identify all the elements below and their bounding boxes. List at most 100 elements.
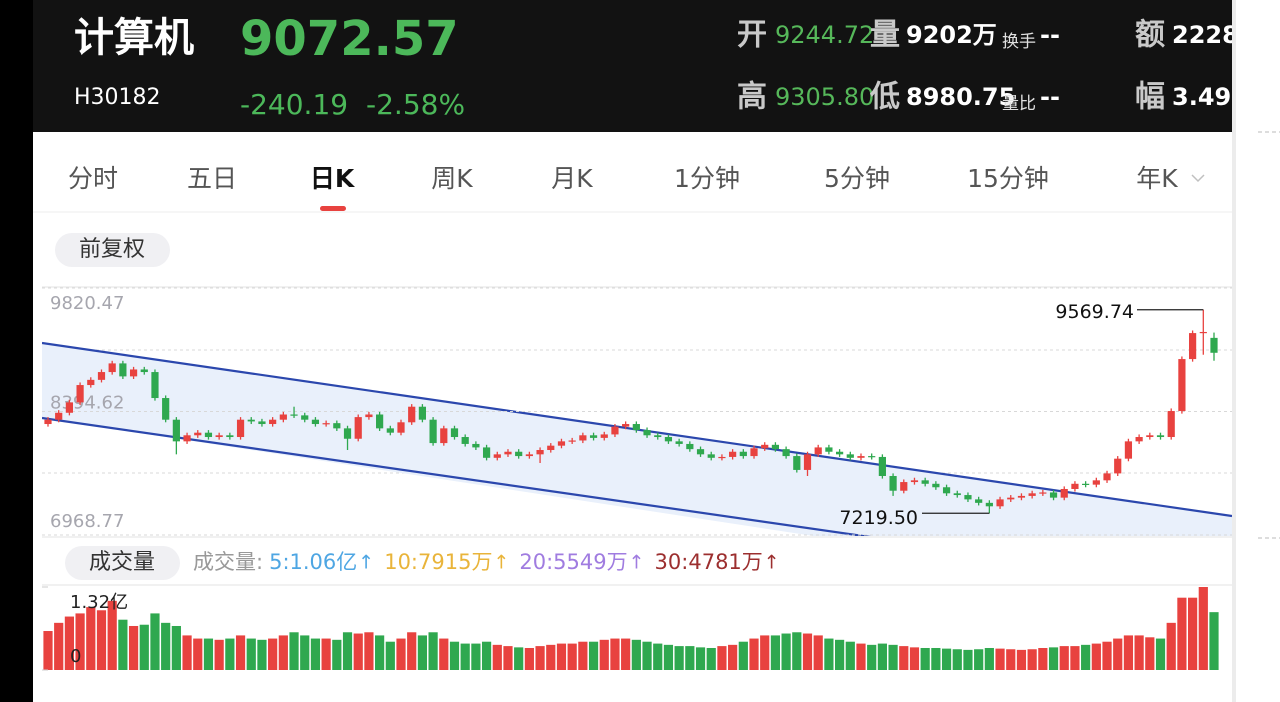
period-tab[interactable]: 15分钟 [967,164,1049,193]
candle-body [793,456,801,470]
volume-button[interactable] [65,546,180,580]
volume-bar [1102,641,1112,670]
volume-bar [64,616,74,670]
stat-label: 低 [869,80,900,115]
period-tab[interactable]: 5分钟 [824,164,890,193]
header-bg [33,0,1232,132]
stat-label: 幅 [1135,80,1165,115]
candle-body [739,451,747,457]
volume-bar [867,644,877,670]
volume-bar [1177,597,1187,670]
candle-body [910,480,919,483]
candle-body [44,419,52,425]
volume-bar [417,635,428,670]
candle-body [814,447,822,455]
volume-bar [824,638,834,670]
volume-bar [396,638,406,670]
volume-bar [653,643,663,670]
candle-body [108,363,116,373]
candle-body [418,406,427,420]
volume-bar [1188,597,1198,670]
period-tab[interactable]: 年K [1136,164,1178,193]
volume-bar [674,646,684,670]
ma-arrow: ↑ [358,552,374,574]
candle-body [129,369,138,377]
tab-underline [320,206,346,211]
volume-bar [385,641,395,670]
stat-label: 额 [1135,18,1165,53]
volume-bar [749,638,759,670]
candle-body [450,428,459,438]
stat-value: 3.49 [1172,83,1231,111]
candle-body [1082,483,1090,485]
volume-bar [128,625,139,670]
volume-bar [300,635,310,670]
volume-bar [268,638,278,670]
candle-body [1071,483,1079,489]
candle-body [386,428,394,433]
candle-body [1156,435,1165,438]
candle-body [568,440,576,442]
volume-button-label[interactable]: 成交量 [89,550,155,575]
candle-body [215,435,223,438]
candle-body [664,437,673,442]
candle-body [729,451,737,457]
adjust-label[interactable]: 前复权 [79,237,145,262]
candle-body [718,456,726,459]
candle-body [1039,492,1047,494]
candle-body [942,487,951,494]
volume-bar [75,613,85,670]
period-tab[interactable]: 分时 [68,164,118,193]
volume-bar [834,639,845,670]
candle-body [322,423,330,425]
candle-body [226,435,234,438]
volume-bar [1016,649,1027,670]
candle-body [846,454,854,458]
candle-body [536,450,544,455]
candle-body [921,480,929,484]
adjust-button[interactable] [55,233,170,267]
period-tab[interactable]: 五日 [187,164,237,193]
period-tab[interactable]: 周K [431,164,473,193]
candle-body [782,449,790,457]
period-tab[interactable]: 1分钟 [674,164,740,193]
volume-bar [342,632,353,670]
volume-bar [514,647,524,670]
volume-bar [503,646,513,670]
candle-body [900,482,908,491]
candle-body [472,443,480,448]
volume-bar [310,638,321,670]
candle-body [547,445,555,451]
candle-body [611,426,619,435]
volume-bar [225,638,235,670]
candle-body [311,419,320,425]
period-tab[interactable]: 日K [310,164,356,193]
right-edge [1232,0,1280,702]
volume-bar [567,643,577,670]
volume-bar [546,644,556,670]
volume-bar [695,647,706,670]
volume-bar [289,632,299,670]
low-label: 7219.50 [839,507,918,529]
volume-bar [963,649,973,670]
header: 计算机 9072.57 H30182 -240.19 -2.58% 开 9244.… [74,11,1232,121]
candle-body [1178,359,1186,412]
left-bezel [0,0,33,702]
volume-bar [995,648,1005,670]
volume-bar [588,641,599,670]
candle-body [408,406,416,423]
candle-body [750,448,758,457]
volume-bar [375,635,385,670]
period-tab[interactable]: 月K [551,164,593,193]
volume-bar [760,635,770,670]
candle-body [247,419,255,422]
volume-bar [599,639,609,670]
channel-lower [42,416,871,536]
volume-bar [107,600,117,670]
volume-bar [278,635,288,670]
volume-bar [171,625,181,670]
volume-bar [1209,612,1219,670]
volume-bar [214,639,224,670]
candle-body [696,449,705,455]
volume-bar [524,647,534,670]
